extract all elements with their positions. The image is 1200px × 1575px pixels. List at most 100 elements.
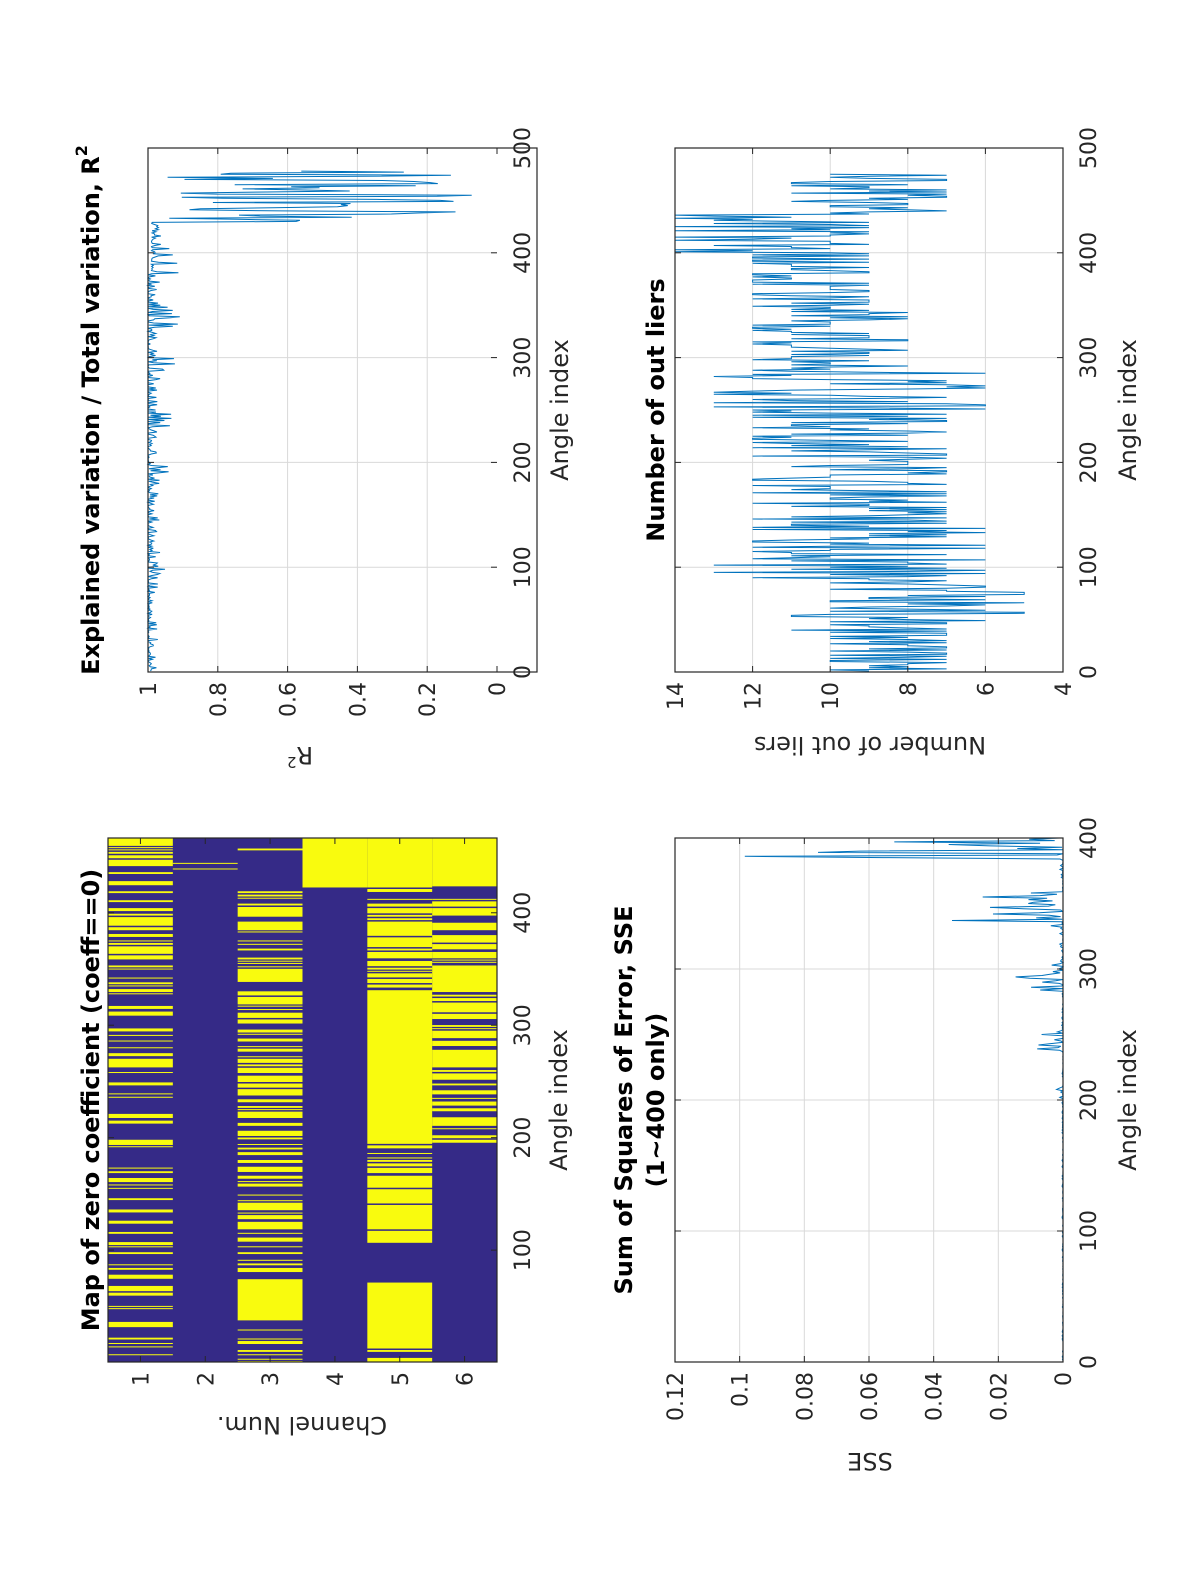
r2-ylabel: R2	[287, 741, 313, 771]
zero-map-cell-ch1	[108, 1146, 173, 1148]
map-ytick-label: 5	[389, 1372, 414, 1386]
zero-map-cell-ch1	[108, 955, 173, 960]
zero-map-cell-ch5	[367, 898, 433, 900]
zero-map-axes: 100 200 300 400 1 2 3 4 5 6 Map of zero coefficie…	[77, 837, 573, 1439]
zero-map-cell-ch1	[108, 993, 173, 995]
r2-series-line	[146, 170, 472, 672]
zero-map-cell-ch3	[237, 1221, 303, 1230]
zero-map-axes-box	[107, 837, 498, 1363]
zero-map-cell-ch5	[367, 990, 433, 1144]
sse-title-line2: (1~400 only)	[642, 1013, 670, 1188]
out-ytick-label: 14	[664, 682, 689, 710]
zero-map-cell-ch3	[237, 1200, 303, 1202]
out-xtick-label: 400	[1077, 232, 1102, 274]
zero-map-cell-ch3	[237, 1183, 303, 1187]
zero-map-cell-ch1	[108, 1058, 173, 1068]
sse-axes-box	[674, 837, 1064, 1363]
sse-ytick-label: 0.12	[664, 1372, 689, 1421]
zero-map-cell-ch3	[237, 1130, 303, 1136]
zero-map-cell-ch3	[237, 991, 303, 996]
zero-map-cell-ch1	[108, 1337, 173, 1340]
zero-map-cell-ch6	[432, 1013, 497, 1020]
zero-map-cell-ch3	[237, 931, 303, 933]
zero-map-cell-ch6	[432, 1002, 497, 1013]
zero-map-cell-ch3	[237, 968, 303, 982]
zero-map-cell-ch5	[367, 903, 433, 907]
out-xtick-label: 300	[1077, 337, 1102, 379]
zero-map-cell-ch6	[432, 898, 497, 900]
zero-map-cell-ch3	[237, 1089, 303, 1096]
sse-xtick-label: 0	[1077, 1355, 1102, 1369]
zero-map-cell-ch6	[432, 1108, 497, 1112]
zero-map-cell-ch5	[367, 1204, 433, 1230]
zero-map-cell-ch3	[237, 1143, 303, 1145]
zero-map-cell-ch3	[237, 848, 303, 851]
zero-map-cell-ch3	[237, 894, 303, 897]
zero-map-cell-ch1	[108, 977, 173, 979]
map-xtick-label: 100	[511, 1229, 536, 1271]
zero-map-cell-ch5	[367, 1175, 433, 1188]
zero-map-cell-ch6	[432, 961, 497, 963]
zero-map-cell-ch6	[432, 1117, 497, 1126]
zero-map-cell-ch1	[108, 900, 173, 903]
r2-title: Explained variation / Total variation, R…	[72, 145, 105, 675]
sse-ytick-label: 0.08	[793, 1372, 818, 1421]
r2-ytick-label: 0.4	[346, 682, 371, 717]
zero-map-cell-ch1	[108, 847, 173, 849]
zero-map-ticks: 100 200 300 400 1 2 3 4 5 6	[108, 838, 536, 1386]
sse-xtick-label: 200	[1077, 1079, 1102, 1121]
zero-map-cell-ch2	[172, 862, 238, 864]
zero-map-cell-ch1	[108, 855, 173, 859]
zero-map-cell-ch3	[237, 966, 303, 968]
out-ytick-label: 4	[1052, 682, 1077, 696]
zero-map-cell-ch1	[108, 1072, 173, 1074]
zero-map-cell-ch3	[237, 1067, 303, 1074]
zero-map-cell-ch1	[108, 1267, 173, 1270]
zero-map-cell-ch3	[237, 1181, 303, 1183]
zero-map-cell-ch3	[237, 1202, 303, 1211]
sse-title: Sum of Squares of Error, SSE	[610, 905, 638, 1294]
zero-map-cell-ch5	[367, 838, 433, 888]
zero-map-cell-ch3	[237, 906, 303, 917]
map-xtick-label: 200	[511, 1117, 536, 1159]
r2-grid	[148, 148, 497, 672]
zero-map-cell-ch3	[237, 1350, 303, 1352]
zero-map-cell-ch3	[237, 1232, 303, 1234]
zero-map-cell-ch1	[108, 940, 173, 942]
zero-map-cell-ch1	[108, 1184, 173, 1186]
zero-map-cell-ch3	[237, 921, 303, 931]
zero-map-cell-ch5	[367, 1350, 433, 1352]
zero-map-cell-ch1	[108, 1354, 173, 1356]
zero-map-cell-ch3	[237, 1075, 303, 1083]
zero-map-cell-ch3	[237, 943, 303, 945]
zero-map-cell-ch6	[432, 1101, 497, 1106]
zero-map-cell-ch5	[367, 914, 433, 917]
out-xtick-label: 200	[1077, 441, 1102, 483]
zero-map-cell-ch1	[108, 1120, 173, 1124]
zero-map-cell-ch1	[108, 1305, 173, 1307]
r2-ytick-label: 0.8	[207, 682, 232, 717]
zero-map-cell-ch3	[237, 960, 303, 962]
zero-map-cell-ch2	[172, 868, 238, 870]
r2-ylabel-sup: 2	[287, 753, 297, 771]
r2-ytick-label: 0.2	[416, 682, 441, 717]
zero-map-cell-ch6	[432, 965, 497, 993]
zero-map-cell-ch6	[432, 935, 497, 943]
zero-map-cell-ch3	[237, 891, 303, 894]
r2-ytick-label: 1	[137, 682, 162, 696]
zero-map-cell-ch1	[108, 927, 173, 931]
r2-xtick-label: 100	[511, 546, 536, 588]
zero-map-cell-ch3	[237, 1246, 303, 1248]
map-ytick-label: 3	[259, 1372, 284, 1386]
zero-map-cell-ch3	[237, 1005, 303, 1007]
zero-map-cell-ch3	[237, 1083, 303, 1088]
zero-map-cell-ch5	[367, 937, 433, 948]
zero-map-cell-ch3	[237, 1109, 303, 1111]
zero-map-cell-ch6	[432, 1028, 497, 1030]
outliers-title: Number of out liers	[642, 278, 670, 541]
zero-map-cell-ch3	[237, 1175, 303, 1179]
zero-map-cell-ch1	[108, 917, 173, 926]
zero-map-cell-ch1	[108, 1343, 173, 1345]
zero-map-cell-ch3	[237, 1122, 303, 1126]
